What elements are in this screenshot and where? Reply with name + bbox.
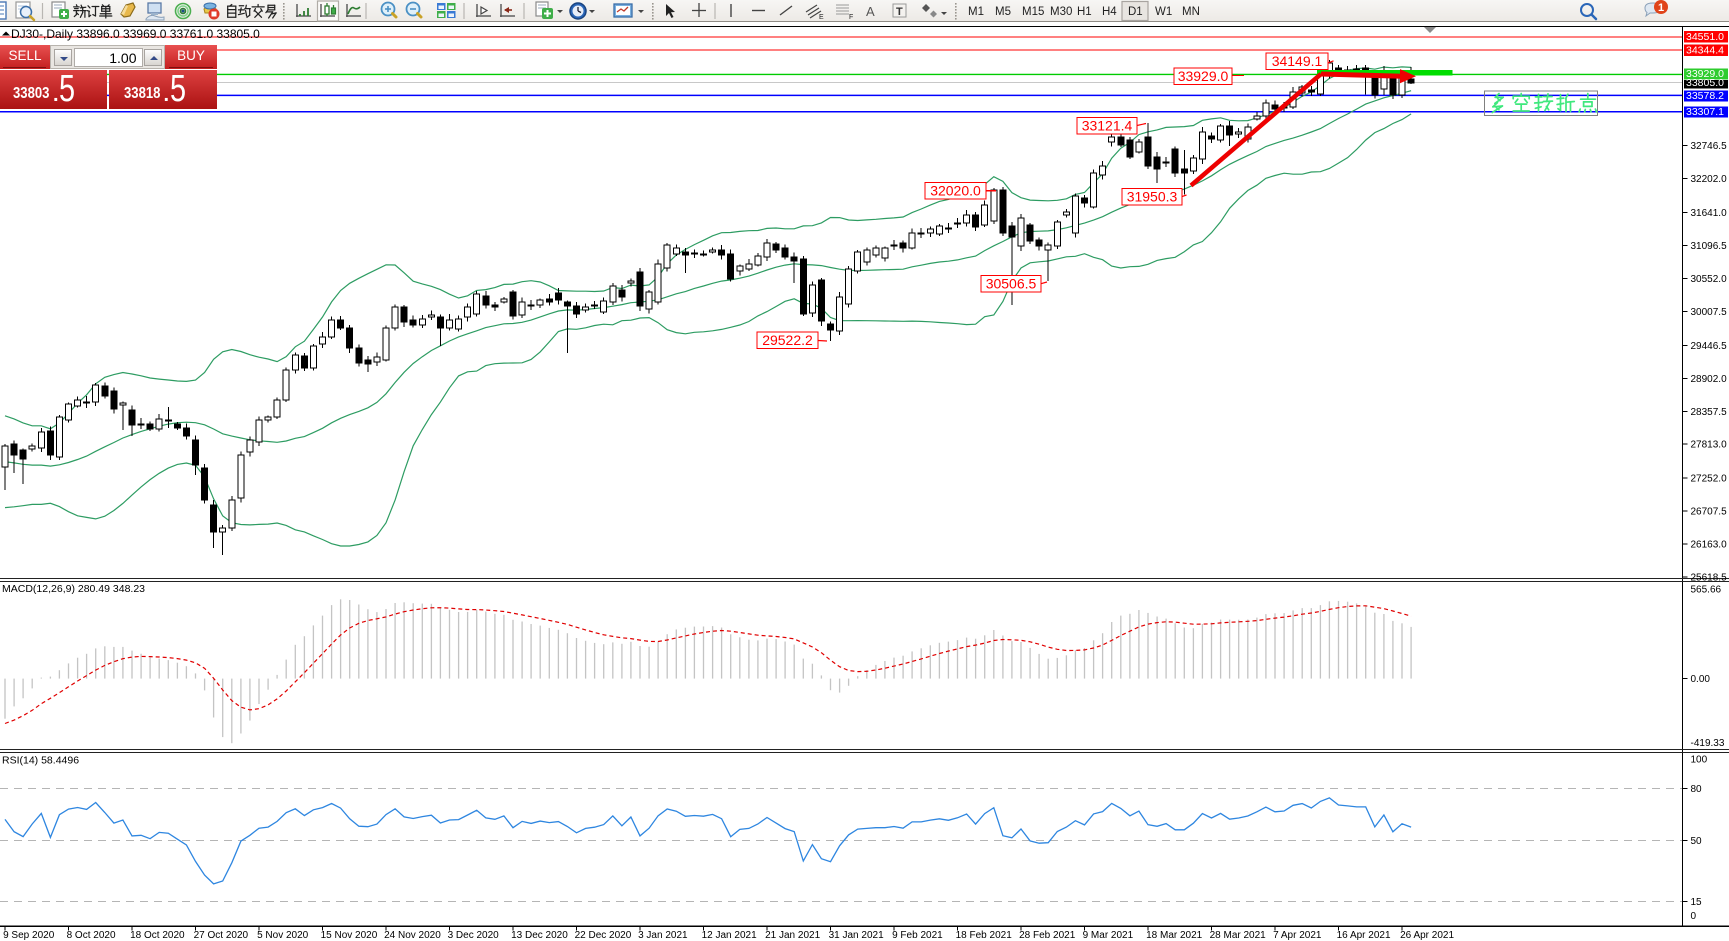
- svg-text:1: 1: [1658, 2, 1664, 14]
- svg-text:0: 0: [1691, 911, 1697, 922]
- svg-text:15: 15: [1691, 897, 1703, 908]
- svg-text:565.66: 565.66: [1691, 585, 1722, 596]
- svg-text:9 Feb 2021: 9 Feb 2021: [892, 930, 943, 941]
- svg-text:12 Jan 2021: 12 Jan 2021: [702, 930, 757, 941]
- svg-text:30552.0: 30552.0: [1691, 274, 1728, 285]
- svg-text:25618.5: 25618.5: [1691, 573, 1728, 584]
- svg-text:9 Mar 2021: 9 Mar 2021: [1083, 930, 1134, 941]
- svg-text:0.00: 0.00: [1691, 674, 1711, 685]
- svg-text:80: 80: [1691, 784, 1703, 795]
- svg-text:M30: M30: [1050, 6, 1072, 18]
- svg-text:18 Mar 2021: 18 Mar 2021: [1146, 930, 1203, 941]
- svg-text:28357.5: 28357.5: [1691, 407, 1728, 418]
- svg-text:34344.4: 34344.4: [1686, 45, 1724, 57]
- svg-text:A: A: [866, 4, 875, 19]
- svg-text:24 Nov 2020: 24 Nov 2020: [384, 930, 441, 941]
- svg-text:M5: M5: [995, 6, 1011, 18]
- svg-text:M1: M1: [968, 6, 984, 18]
- svg-text:16 Apr 2021: 16 Apr 2021: [1337, 930, 1391, 941]
- svg-text:F: F: [849, 14, 853, 21]
- svg-text:32746.5: 32746.5: [1691, 141, 1728, 152]
- svg-text:MN: MN: [1182, 6, 1200, 18]
- svg-text:27252.0: 27252.0: [1691, 474, 1728, 485]
- svg-text:5 Nov 2020: 5 Nov 2020: [257, 930, 309, 941]
- svg-text:29446.5: 29446.5: [1691, 341, 1728, 352]
- svg-text:29522.2: 29522.2: [762, 332, 813, 348]
- svg-text:33929.0: 33929.0: [1686, 68, 1724, 80]
- svg-text:13 Dec 2020: 13 Dec 2020: [511, 930, 568, 941]
- svg-text:26 Apr 2021: 26 Apr 2021: [1400, 930, 1454, 941]
- svg-text:9 Sep 2020: 9 Sep 2020: [3, 930, 55, 941]
- svg-text:50: 50: [1691, 836, 1703, 847]
- svg-text:34551.0: 34551.0: [1686, 31, 1724, 43]
- svg-text:15 Nov 2020: 15 Nov 2020: [321, 930, 378, 941]
- svg-text:M15: M15: [1022, 6, 1044, 18]
- svg-text:-419.33: -419.33: [1691, 738, 1725, 749]
- svg-text:100: 100: [1691, 755, 1708, 766]
- svg-text:26163.0: 26163.0: [1691, 540, 1728, 551]
- svg-text:30007.5: 30007.5: [1691, 307, 1728, 318]
- svg-text:3 Jan 2021: 3 Jan 2021: [638, 930, 688, 941]
- svg-text:T: T: [896, 6, 903, 18]
- svg-text:7 Apr 2021: 7 Apr 2021: [1273, 930, 1322, 941]
- svg-text:34149.1: 34149.1: [1272, 53, 1323, 69]
- svg-text:18 Feb 2021: 18 Feb 2021: [956, 930, 1013, 941]
- svg-text:MACD(12,26,9) 280.49 348.23: MACD(12,26,9) 280.49 348.23: [2, 583, 145, 595]
- svg-text:H1: H1: [1077, 6, 1092, 18]
- svg-text:31 Jan 2021: 31 Jan 2021: [829, 930, 884, 941]
- svg-text:31641.0: 31641.0: [1691, 208, 1728, 219]
- svg-text:E: E: [819, 14, 824, 21]
- svg-text:H4: H4: [1102, 6, 1117, 18]
- svg-text:21 Jan 2021: 21 Jan 2021: [765, 930, 820, 941]
- svg-text:28902.0: 28902.0: [1691, 374, 1728, 385]
- svg-text:W1: W1: [1155, 6, 1172, 18]
- svg-text:33929.0: 33929.0: [1178, 68, 1229, 84]
- svg-text:32202.0: 32202.0: [1691, 174, 1728, 185]
- svg-text:D1: D1: [1128, 6, 1143, 18]
- svg-text:33805.0: 33805.0: [1686, 77, 1724, 89]
- svg-text:RSI(14) 58.4496: RSI(14) 58.4496: [2, 755, 79, 767]
- svg-text:27813.0: 27813.0: [1691, 440, 1728, 451]
- svg-text:33578.2: 33578.2: [1686, 90, 1724, 102]
- svg-text:30506.5: 30506.5: [986, 276, 1037, 292]
- svg-text:18 Oct 2020: 18 Oct 2020: [130, 930, 185, 941]
- svg-text:22 Dec 2020: 22 Dec 2020: [575, 930, 632, 941]
- svg-text:28 Mar 2021: 28 Mar 2021: [1210, 930, 1267, 941]
- svg-text:32020.0: 32020.0: [930, 183, 981, 199]
- svg-text:31950.3: 31950.3: [1127, 189, 1178, 205]
- svg-text:31096.5: 31096.5: [1691, 241, 1728, 252]
- svg-text:28 Feb 2021: 28 Feb 2021: [1019, 930, 1076, 941]
- svg-text:26707.5: 26707.5: [1691, 507, 1728, 518]
- svg-text:33307.1: 33307.1: [1686, 106, 1724, 118]
- svg-text:27 Oct 2020: 27 Oct 2020: [194, 930, 249, 941]
- svg-text:33121.4: 33121.4: [1082, 118, 1133, 134]
- svg-text:8 Oct 2020: 8 Oct 2020: [67, 930, 116, 941]
- svg-text:3 Dec 2020: 3 Dec 2020: [448, 930, 500, 941]
- svg-text:DJ30-,Daily 33896.0 33969.0 3: DJ30-,Daily 33896.0 33969.0 33761.0 3380…: [11, 27, 260, 41]
